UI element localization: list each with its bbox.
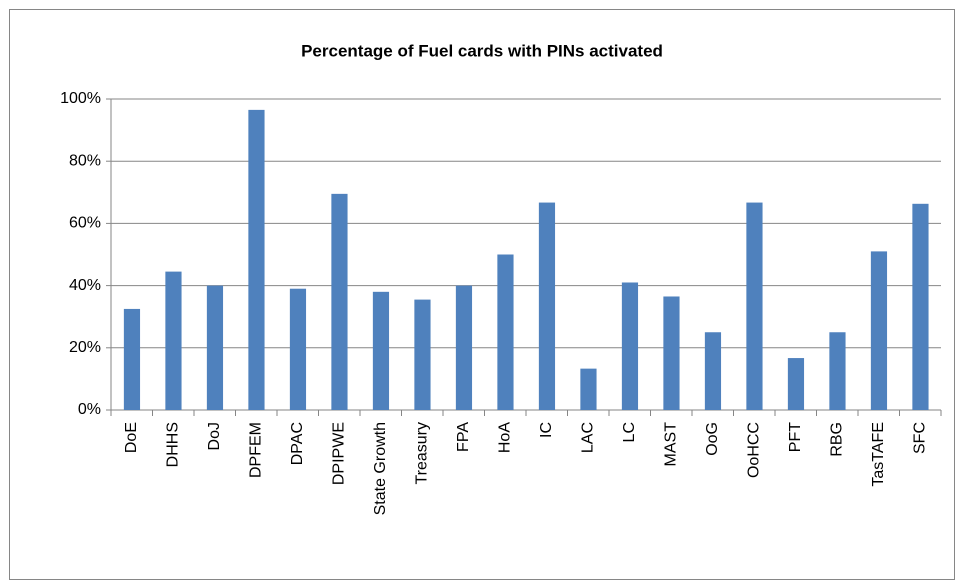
bar xyxy=(123,308,141,410)
bar xyxy=(331,193,348,410)
bar xyxy=(414,299,431,410)
y-tick-label: 40% xyxy=(69,277,101,294)
bar xyxy=(206,285,224,410)
bar xyxy=(621,282,639,410)
bar xyxy=(165,271,182,410)
x-tick-label: TasTAFE xyxy=(870,422,887,487)
y-tick-label: 20% xyxy=(69,339,101,356)
y-tick-label: 80% xyxy=(69,152,101,169)
bar xyxy=(870,251,888,410)
chart-title: Percentage of Fuel cards with PINs activ… xyxy=(301,41,663,60)
x-tick-label: OoHCC xyxy=(745,422,762,478)
y-tick-label: 60% xyxy=(69,215,101,232)
x-tick-label: OoG xyxy=(704,422,721,456)
x-tick-label: DoE xyxy=(123,422,140,453)
x-tick-label: IC xyxy=(538,422,555,438)
bar xyxy=(248,109,265,410)
bar xyxy=(829,332,846,410)
x-tick-label: MAST xyxy=(662,422,679,467)
x-tick-label: HoA xyxy=(496,422,513,453)
x-tick-label: DPIPWE xyxy=(330,422,347,485)
x-tick-label: PFT xyxy=(787,422,804,452)
bar xyxy=(289,288,307,410)
y-tick-label: 100% xyxy=(60,90,101,107)
bar xyxy=(580,368,597,410)
x-tick-label: DPAC xyxy=(289,422,306,465)
bar xyxy=(538,202,556,410)
bar xyxy=(455,285,473,410)
bar xyxy=(912,203,929,410)
x-tick-label: Treasury xyxy=(413,422,430,485)
x-tick-label: DHHS xyxy=(164,422,181,467)
x-tick-label: LC xyxy=(621,422,638,442)
bar xyxy=(372,291,390,410)
y-tick-label: 0% xyxy=(78,401,101,418)
x-tick-label: RBG xyxy=(828,422,845,457)
x-tick-label: FPA xyxy=(455,422,472,452)
x-tick-label: DPFEM xyxy=(247,422,264,478)
bar xyxy=(787,358,805,410)
x-tick-label: DoJ xyxy=(206,422,223,450)
x-tick-label: LAC xyxy=(579,422,596,453)
bar xyxy=(704,332,722,410)
bar xyxy=(746,202,763,410)
x-tick-label: State Growth xyxy=(372,422,389,515)
bar xyxy=(663,296,680,410)
bar xyxy=(497,254,514,410)
chart-border xyxy=(9,9,955,580)
x-tick-label: SFC xyxy=(911,422,928,454)
